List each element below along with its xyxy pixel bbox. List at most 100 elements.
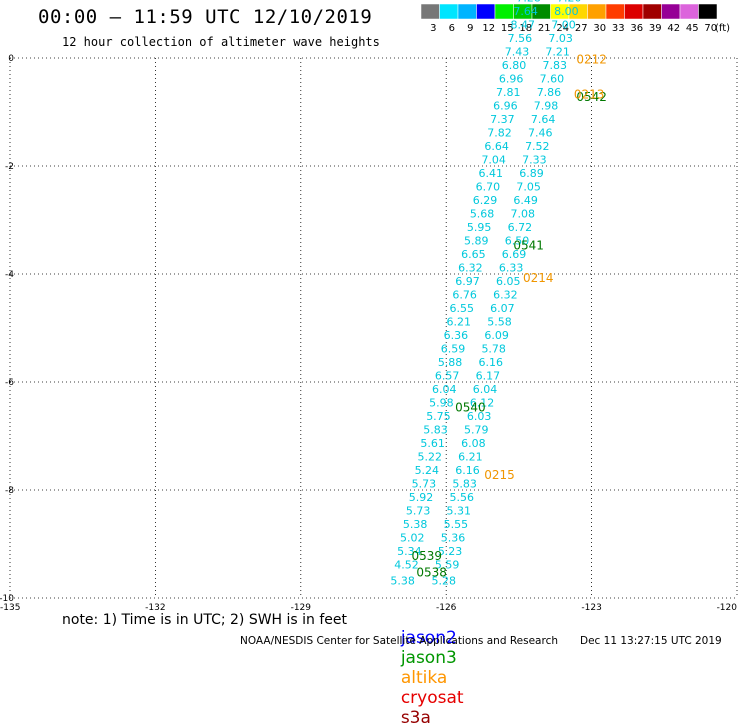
swh-value-label: 5.98	[429, 396, 454, 409]
swh-value-label: 6.96	[499, 72, 524, 85]
swh-value-label: 7.08	[511, 207, 536, 220]
swh-value-label: 6.36	[444, 329, 469, 342]
swh-value-label: 6.57	[435, 369, 460, 382]
swh-value-label: 7.86	[537, 86, 562, 99]
swh-value-label: 7.81	[496, 86, 521, 99]
swh-value-label: 6.09	[484, 329, 509, 342]
swh-value-label: 6.03	[467, 410, 492, 423]
pass-time-label: 0539	[412, 549, 443, 563]
swh-value-label: 6.65	[461, 248, 486, 261]
x-tick-label: -132	[145, 603, 165, 613]
swh-value-label: 5.92	[409, 491, 434, 504]
footer-timestamp: Dec 11 13:27:15 UTC 2019	[580, 635, 722, 647]
swh-value-label: 7.05	[516, 180, 541, 193]
swh-value-label: 7.64	[531, 113, 556, 126]
swh-value-label: 5.73	[406, 504, 431, 517]
swh-value-label: 6.07	[490, 302, 515, 315]
swh-value-label: 7.04	[481, 153, 506, 166]
legend-label: 24	[556, 23, 569, 34]
swh-value-label: 6.64	[484, 140, 509, 153]
swh-value-label: 6.17	[476, 369, 501, 382]
x-tick-label: -126	[436, 603, 457, 613]
swh-value-label: 6.16	[479, 356, 504, 369]
x-tick-label: -123	[581, 603, 601, 613]
y-tick-label: -2	[5, 162, 14, 172]
swh-value-label: 6.80	[502, 59, 527, 72]
swh-value-label: 5.79	[464, 423, 489, 436]
swh-value-label: 6.97	[455, 275, 480, 288]
swh-value-label: 6.41	[479, 167, 504, 180]
y-tick-label: -8	[5, 486, 14, 496]
mission-cryosat: cryosat	[400, 688, 464, 708]
legend-swatch	[439, 3, 459, 20]
x-tick-label: -135	[0, 603, 20, 613]
swh-value-label: 7.83	[543, 59, 568, 72]
y-tick-label: -6	[5, 378, 14, 388]
swh-value-label: 7.28	[516, 0, 541, 4]
pass-time-label: 0212	[576, 52, 607, 66]
altimeter-wave-height-plot: 3 6 9 12 15 18 21 24 27 30 33 36 39 42 45 70(ft) 0-2-4-…	[0, 0, 738, 613]
swh-value-label: 5.34	[397, 545, 422, 558]
swh-value-label: 7.64	[513, 5, 538, 18]
swh-value-label: 5.83	[423, 423, 448, 436]
swh-value-label: 7.03	[548, 32, 573, 45]
swh-value-label: 6.21	[458, 450, 483, 463]
legend-unit: (ft)	[715, 23, 730, 34]
mission-s3a: s3a	[400, 708, 431, 728]
legend-label: 36	[630, 23, 643, 34]
swh-value-label: 5.88	[438, 356, 463, 369]
swh-value-label: 5.78	[481, 342, 506, 355]
swh-value-label: 6.32	[493, 288, 518, 301]
swh-value-label: 8.47	[511, 18, 536, 31]
swh-value-label: 4.52	[394, 558, 419, 571]
mission-jason2: jason2	[400, 628, 457, 648]
swh-value-label: 7.21	[545, 45, 570, 58]
swh-value-label: 5.28	[432, 575, 457, 588]
swh-value-label: 6.70	[476, 180, 501, 193]
swh-value-label: 5.38	[403, 518, 428, 531]
swh-value-label: 6.32	[458, 261, 483, 274]
mission-altika: altika	[400, 668, 448, 688]
mission-jason3: jason3	[400, 648, 457, 668]
swh-value-label: 7.98	[534, 99, 559, 112]
color-scale-legend: 3 6 9 12 15 18 21 24 27 30 33 36 39 42 45 70(ft)	[420, 3, 730, 34]
axis-tick-labels: 0 -2 -4 -6 -8 -10-135 -132 -129 -126 -123 -120	[0, 54, 737, 613]
swh-value-label: 6.04	[432, 383, 457, 396]
swh-value-label: 6.69	[502, 248, 527, 261]
swh-value-label: 6.89	[519, 167, 544, 180]
legend-swatch	[605, 3, 625, 20]
swh-value-label: 8.00	[554, 5, 579, 18]
swh-value-label: 7.43	[505, 45, 530, 58]
swh-value-label: 6.72	[508, 221, 533, 234]
legend-swatch	[476, 3, 496, 20]
x-tick-label: -129	[291, 603, 312, 613]
legend-swatch	[661, 3, 681, 20]
y-tick-label: -4	[5, 270, 14, 280]
pass-time-labels: 0538 0539 0540 0541 0542 0212 0213 0214 0215	[412, 52, 607, 579]
swh-value-label: 6.04	[473, 383, 498, 396]
pass-time-label: 0213	[574, 88, 605, 102]
legend-label: 3	[430, 23, 436, 34]
swh-value-label: 5.02	[400, 531, 425, 544]
swh-value-label: 5.31	[447, 504, 472, 517]
swh-value-label: 5.58	[487, 315, 512, 328]
legend-swatch	[420, 3, 440, 20]
swh-value-label: 5.36	[441, 531, 466, 544]
legend-label: 18	[519, 23, 532, 34]
pass-time-label: 0541	[513, 239, 544, 253]
swh-value-label: 5.75	[426, 410, 451, 423]
legend-label: 15	[501, 23, 514, 34]
swh-value-label: 7.60	[540, 72, 565, 85]
swh-value-label: 6.21	[447, 315, 472, 328]
swh-value-label: 6.29	[473, 194, 498, 207]
swh-value-label: 7.00	[551, 18, 576, 31]
legend-swatch	[587, 3, 607, 20]
legend-label: 39	[649, 23, 662, 34]
swh-value-label: 5.23	[438, 545, 463, 558]
swh-value-label: 7.33	[522, 153, 547, 166]
swh-value-label: 5.68	[470, 207, 495, 220]
swh-value-label: 7.46	[528, 126, 553, 139]
swh-value-label: 7.56	[508, 32, 533, 45]
pass-time-label: 0215	[484, 468, 515, 482]
swh-value-label: 5.95	[467, 221, 492, 234]
